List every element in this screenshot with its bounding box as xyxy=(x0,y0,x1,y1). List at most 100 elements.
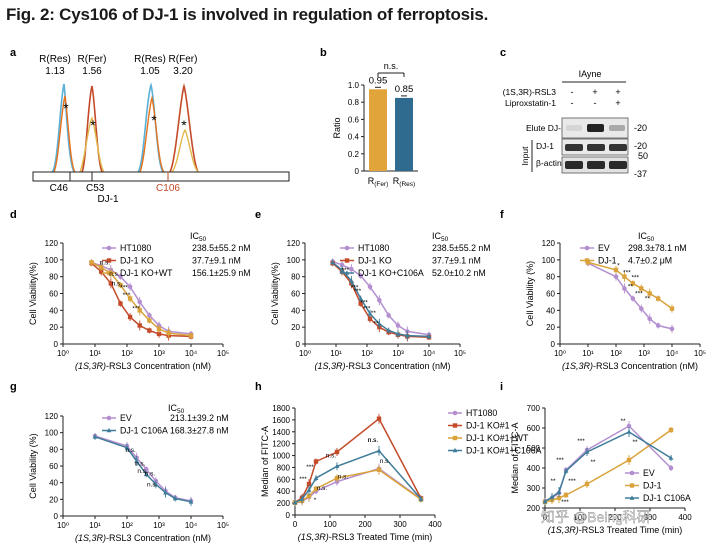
y-axis-label: Median of FITC-A xyxy=(260,426,270,497)
series-line-dj-1-ko-c106a xyxy=(332,261,430,338)
b-ytick-label: 1.0 xyxy=(348,81,360,90)
data-point xyxy=(143,471,149,477)
b-ytick-label: 0 xyxy=(355,167,360,176)
x-axis-label: (1S,3R)-RSL3 Concentration (nM) xyxy=(562,361,698,371)
significance-mark: ** xyxy=(371,310,377,317)
panel-label: i xyxy=(500,381,503,393)
significance-mark: n.s. xyxy=(368,437,379,444)
data-point xyxy=(626,429,632,434)
data-point xyxy=(334,475,340,481)
series-line-dj-1-c106a xyxy=(94,436,192,503)
ytick-label: 1400 xyxy=(272,428,290,437)
data-point xyxy=(376,416,382,421)
data-point xyxy=(613,267,619,273)
xtick-label: 0 xyxy=(293,520,298,529)
series-line-dj-1-ko xyxy=(332,262,430,339)
series-line-dj-1-ko-1-c106a xyxy=(294,449,422,504)
panel-label: g xyxy=(10,381,17,393)
ytick-label: 800 xyxy=(277,463,291,472)
condition-rsl3: (1S,3R)-RSL3 xyxy=(503,87,557,97)
data-point xyxy=(404,332,410,338)
peak-1-marker: * xyxy=(63,100,69,116)
blot-header: IAyne xyxy=(579,69,602,79)
significance-mark: *** xyxy=(623,269,631,276)
ytick-label: 120 xyxy=(287,239,301,248)
x-axis-label: (1S,3R)-RSL3 Concentration (nM) xyxy=(314,361,450,371)
series-line-dj-1-ko xyxy=(91,262,192,338)
ytick-label: 400 xyxy=(527,464,541,473)
ytick-label: 300 xyxy=(527,484,541,493)
significance-mark: n.s. xyxy=(338,473,349,480)
legend-label: DJ-1 KO#1+WT xyxy=(466,433,529,443)
data-point xyxy=(306,493,312,499)
data-point xyxy=(156,331,162,337)
data-point xyxy=(348,278,354,283)
mw-marker-1: -20 xyxy=(634,123,647,133)
data-point xyxy=(124,445,130,450)
series-line-ht1080 xyxy=(332,260,430,336)
ytick-label: 120 xyxy=(45,412,59,421)
xtick-label: 400 xyxy=(428,520,442,529)
xtick-label: 10⁵ xyxy=(454,349,466,358)
xtick-label: 10⁰ xyxy=(299,349,311,358)
data-point xyxy=(622,274,627,279)
legend-marker xyxy=(106,427,112,433)
data-point xyxy=(292,499,298,505)
data-point xyxy=(188,333,194,338)
legend-label: DJ-1 KO xyxy=(358,256,392,266)
peak-4-gold xyxy=(171,128,199,173)
significance-mark: *** xyxy=(577,438,585,445)
ytick-label: 60 xyxy=(49,462,58,471)
legend-ic50: 238.5±55.2 nM xyxy=(192,243,251,253)
data-point xyxy=(358,295,364,301)
significance-mark: ** xyxy=(632,439,638,446)
panel-b-label: b xyxy=(320,47,327,59)
peak-4-marker: * xyxy=(181,117,187,133)
b-bar xyxy=(369,89,387,171)
significance-mark: ** xyxy=(373,321,379,328)
xtick-label: 10⁵ xyxy=(694,349,706,358)
ytick-label: 120 xyxy=(542,239,556,248)
xtick-label: 10² xyxy=(361,349,373,358)
b-value-label: 0.95 xyxy=(369,75,388,86)
significance-mark: n.s. xyxy=(326,452,337,459)
b-category-label: R(Res) xyxy=(393,176,415,188)
b-ytick-label: 0.8 xyxy=(348,98,360,107)
legend-marker xyxy=(452,435,458,441)
legend-marker xyxy=(106,415,112,421)
legend-marker xyxy=(584,245,590,251)
data-point xyxy=(134,458,140,463)
legend-marker xyxy=(106,270,112,276)
significance-mark: n.s. xyxy=(317,485,328,492)
ytick-label: 80 xyxy=(49,445,58,454)
band-elute-3 xyxy=(609,125,625,131)
significance-mark: *** xyxy=(635,290,643,297)
panel-g: g 0 20 40 60 80 100 120 10⁰ 10¹ 10² 10³ 10⁴ 10⁵ (1S,3R… xyxy=(10,381,229,543)
significance-mark: n.s. xyxy=(112,280,123,287)
series-line-dj-1-ko-wt xyxy=(91,261,192,337)
ytick-label: 1800 xyxy=(272,404,290,413)
data-point xyxy=(108,281,114,286)
data-point xyxy=(377,297,382,303)
significance-mark: ** xyxy=(628,284,634,291)
significance-mark: n.s. xyxy=(109,271,120,278)
ytick-label: 0 xyxy=(551,340,556,349)
data-point xyxy=(647,291,652,296)
significance-mark: *** xyxy=(568,478,576,485)
data-point xyxy=(127,296,133,301)
ytick-label: 200 xyxy=(277,499,291,508)
xtick-label: 10⁰ xyxy=(554,349,566,358)
data-point xyxy=(655,323,661,328)
xtick-label: 200 xyxy=(358,520,372,529)
legend-label: EV xyxy=(598,243,610,253)
xtick-label: 10⁵ xyxy=(217,349,229,358)
series-line-ht1080 xyxy=(91,261,192,335)
ytick-label: 600 xyxy=(527,424,541,433)
peak-4-label: R(Fer) xyxy=(169,54,198,65)
figure-title: Fig. 2: Cys106 of DJ-1 is involved in re… xyxy=(6,5,489,24)
legend-marker xyxy=(344,258,350,263)
data-point xyxy=(426,333,432,339)
ytick-label: 1200 xyxy=(272,440,290,449)
peak-4-red xyxy=(169,83,199,173)
data-point xyxy=(376,467,382,473)
